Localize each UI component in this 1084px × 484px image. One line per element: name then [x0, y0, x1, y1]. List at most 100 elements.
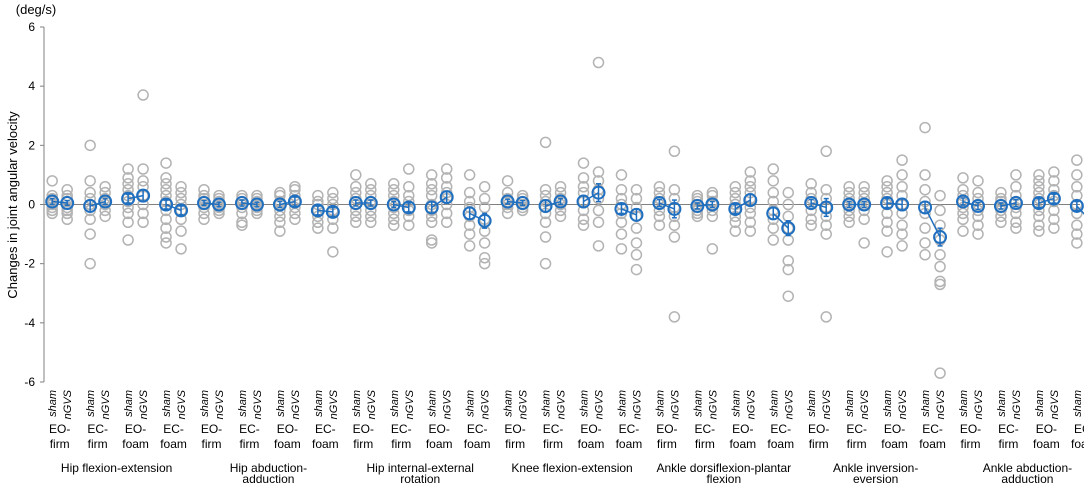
mean-point — [971, 198, 985, 213]
individual-point — [403, 163, 415, 175]
stimulus-label: sham — [389, 390, 401, 417]
stimulus-label: sham — [47, 390, 59, 417]
individual-point — [972, 186, 984, 199]
individual-point — [630, 192, 643, 205]
individual-point — [350, 169, 362, 181]
individual-point — [934, 278, 946, 291]
individual-point — [592, 204, 605, 217]
individual-point — [440, 207, 453, 220]
condition-label: firm — [88, 437, 108, 451]
mean-connector — [545, 200, 561, 207]
y-tick-label: 2 — [28, 138, 35, 152]
mean-point — [933, 230, 948, 245]
individual-point — [668, 231, 681, 243]
individual-point — [767, 222, 779, 234]
individual-point — [957, 172, 969, 184]
stimulus-label: nGVS — [176, 389, 188, 419]
individual-point — [122, 207, 134, 220]
stimulus-label: nGVS — [745, 389, 757, 419]
individual-point — [84, 213, 96, 226]
individual-point — [350, 181, 362, 193]
stimulus-label: sham — [541, 390, 553, 417]
individual-point — [744, 225, 757, 237]
mean-point — [234, 196, 249, 211]
mean-point — [136, 188, 151, 203]
individual-point — [630, 263, 643, 276]
individual-point — [1010, 216, 1022, 228]
individual-point — [615, 169, 628, 181]
mean-point — [743, 193, 758, 208]
individual-point — [972, 219, 984, 231]
individual-point — [99, 210, 111, 223]
condition-label: EC- — [315, 422, 336, 436]
mean-connector — [431, 196, 448, 209]
individual-point — [478, 192, 491, 205]
individual-point — [653, 219, 666, 231]
individual-point — [463, 186, 476, 199]
stimulus-label: nGVS — [404, 389, 416, 419]
joint-label: Ankle abduction- — [983, 461, 1072, 475]
joint-label: Hip flexion-extension — [61, 461, 172, 475]
y-tick-label: -2 — [24, 257, 35, 271]
condition-label: EO- — [1036, 422, 1057, 436]
mean-connector — [810, 202, 827, 209]
mean-point — [121, 191, 136, 206]
individual-point — [1071, 228, 1083, 240]
mean-point — [629, 207, 644, 222]
individual-point — [463, 169, 476, 181]
stimulus-label: sham — [654, 390, 666, 417]
condition-label: firm — [391, 437, 411, 451]
mean-point — [1031, 196, 1046, 211]
individual-point — [805, 178, 817, 190]
individual-point — [630, 249, 643, 261]
individual-point — [592, 166, 605, 178]
stimulus-label: nGVS — [783, 389, 795, 419]
mean-point — [500, 194, 515, 209]
individual-point — [744, 175, 757, 187]
individual-point — [84, 139, 96, 152]
mean-point — [804, 196, 819, 211]
stimulus-label: sham — [692, 390, 704, 417]
individual-point — [122, 178, 134, 190]
mean-connector — [697, 203, 713, 207]
mean-point — [857, 197, 872, 212]
mean-point — [272, 197, 287, 212]
condition-label: EO- — [277, 422, 298, 436]
condition-label: EO- — [125, 422, 146, 436]
condition-label: EO- — [808, 422, 829, 436]
condition-label: EO- — [504, 422, 525, 436]
joint-label: Ankle inversion- — [833, 461, 918, 475]
stimulus-label: nGVS — [138, 389, 150, 419]
individual-point — [365, 178, 377, 190]
condition-label: EO- — [201, 422, 222, 436]
individual-point — [84, 175, 96, 187]
individual-point — [934, 260, 946, 273]
individual-point — [820, 183, 832, 196]
individual-point — [577, 172, 590, 184]
individual-point — [896, 181, 908, 193]
individual-point — [213, 207, 225, 220]
individual-point — [137, 89, 149, 101]
mean-point — [690, 198, 705, 213]
individual-point — [84, 186, 96, 199]
stimulus-label: nGVS — [366, 389, 378, 419]
stimulus-label: nGVS — [632, 389, 644, 419]
individual-point — [630, 222, 643, 234]
individual-point — [577, 157, 590, 169]
y-axis-label: Changes in joint angular velocity — [5, 111, 20, 299]
individual-point — [1033, 210, 1045, 223]
individual-point — [881, 216, 893, 228]
individual-point — [137, 216, 149, 228]
individual-point — [615, 183, 628, 196]
individual-point — [934, 204, 946, 217]
mean-point — [895, 197, 910, 212]
mean-connector — [507, 200, 523, 204]
individual-point — [312, 222, 324, 234]
condition-label: firm — [202, 437, 222, 451]
joint-label: Hip abduction- — [230, 461, 307, 475]
stimulus-label: sham — [730, 390, 742, 417]
mean-point — [1046, 191, 1061, 206]
individual-point — [478, 181, 491, 193]
individual-point — [1048, 175, 1060, 187]
